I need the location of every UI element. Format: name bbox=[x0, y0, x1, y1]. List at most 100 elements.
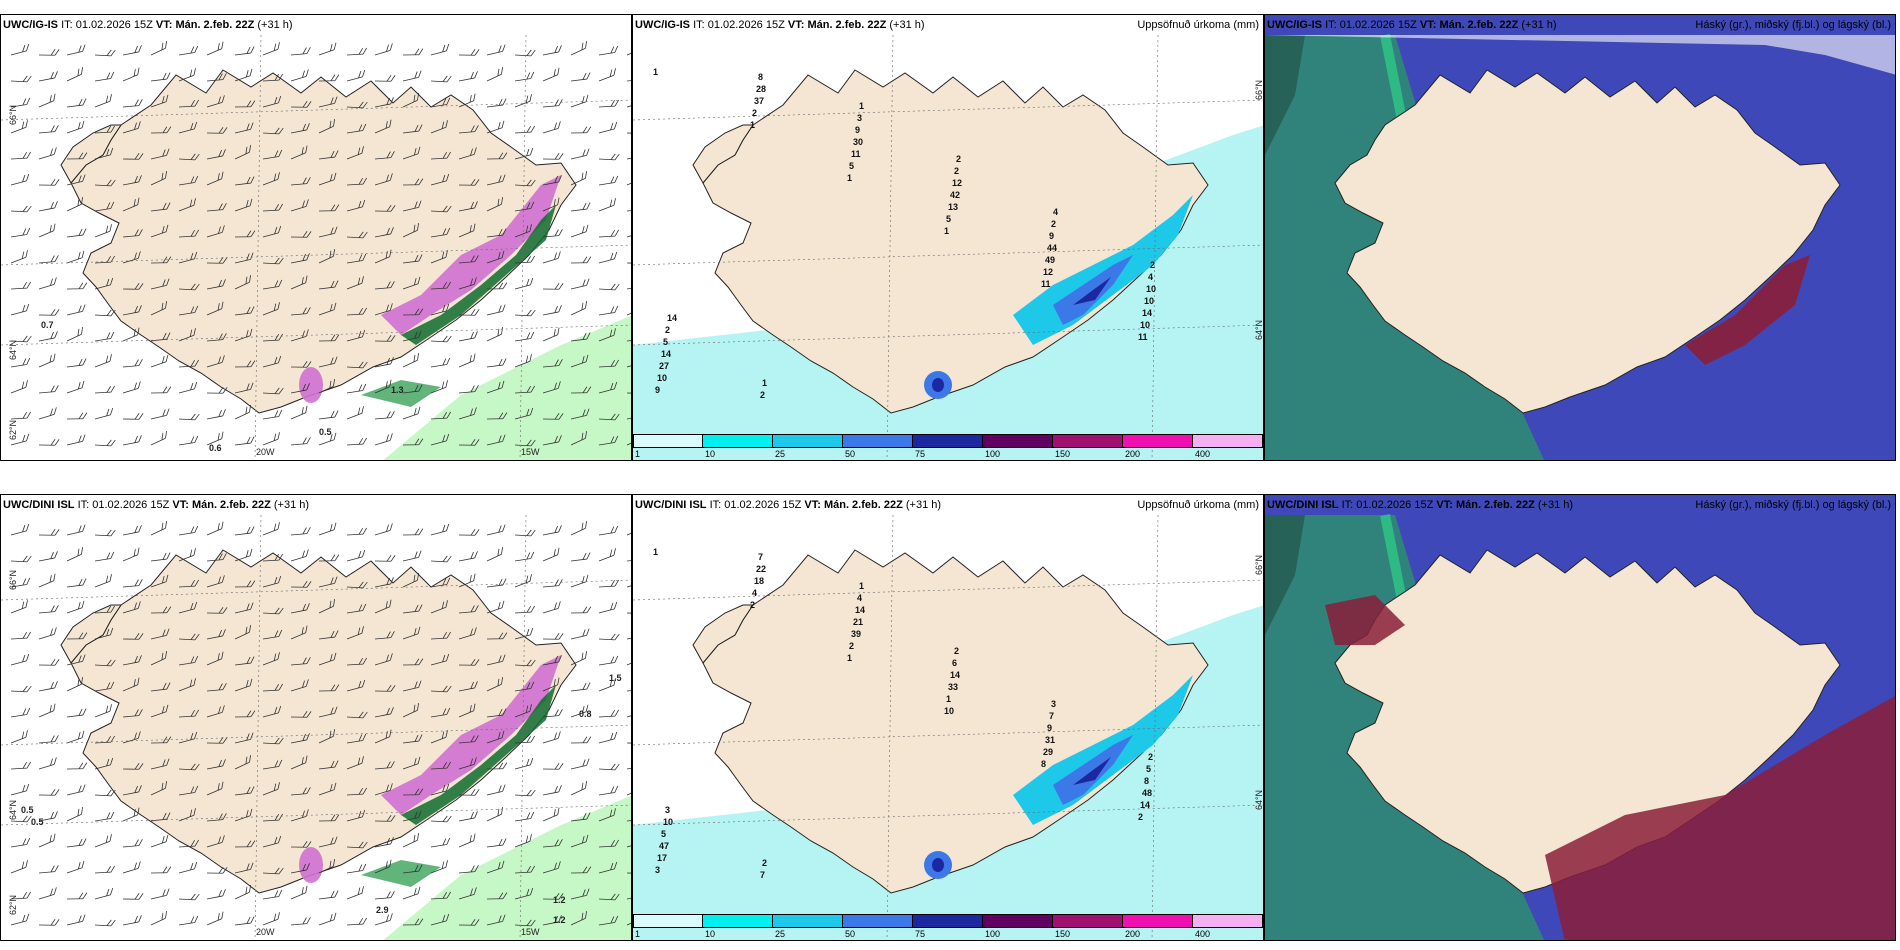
map-panel-bottom-middle: UWC/DINI ISL IT: 01.02.2026 15Z VT: Mán.… bbox=[632, 494, 1264, 941]
precip-value: 10 bbox=[1146, 284, 1156, 294]
map-panel-bottom-left: UWC/DINI ISL IT: 01.02.2026 15Z VT: Mán.… bbox=[0, 494, 632, 941]
precip-value: 11 bbox=[1041, 279, 1051, 289]
precip-value: 28 bbox=[756, 84, 766, 94]
precip-value: 8 bbox=[1041, 759, 1046, 769]
precip-value: 2 bbox=[954, 646, 959, 656]
lat-label: 66°N bbox=[1254, 554, 1264, 576]
precip-value: 1 bbox=[653, 67, 658, 77]
precip-value: 9 bbox=[1049, 231, 1054, 241]
precip-value: 14 bbox=[667, 313, 677, 323]
precip-value: 44 bbox=[1047, 243, 1057, 253]
legend-tick: 200 bbox=[1125, 449, 1141, 459]
precip-value: 1 bbox=[847, 173, 852, 183]
precip-value: 10 bbox=[944, 706, 954, 716]
lat-label: 64°N bbox=[8, 799, 19, 821]
map-panel-top-middle: UWC/IG-IS IT: 01.02.2026 15Z VT: Mán. 2.… bbox=[632, 14, 1264, 461]
legend-tick: 50 bbox=[845, 929, 856, 939]
precip-value: 9 bbox=[855, 125, 860, 135]
precip-value: 9 bbox=[655, 385, 660, 395]
precip-value: 5 bbox=[1146, 764, 1151, 774]
precip-light-area bbox=[383, 795, 631, 940]
legend-tick: 75 bbox=[915, 929, 926, 939]
precip-value: 1 bbox=[750, 120, 755, 130]
westfjords bbox=[60, 604, 122, 664]
legend-tick: 100 bbox=[985, 929, 1001, 939]
precip-value: 1 bbox=[762, 378, 767, 388]
precip-value: 2 bbox=[956, 154, 961, 164]
precip-value: 1 bbox=[944, 226, 949, 236]
legend-swatch bbox=[843, 434, 913, 448]
precip-value: 5 bbox=[946, 214, 951, 224]
lon-label: 15W bbox=[521, 927, 540, 937]
lon-label: 15W bbox=[521, 447, 540, 457]
precip-value: 2 bbox=[762, 858, 767, 868]
precip-value: 2 bbox=[1148, 752, 1153, 762]
map-panel-bottom-right: UWC/DINI ISL IT: 01.02.2026 15Z VT: Mán.… bbox=[1264, 494, 1896, 941]
precip-value: 2 bbox=[1150, 260, 1155, 270]
precip-value: 2 bbox=[1138, 812, 1143, 822]
precip-value: 27 bbox=[659, 361, 669, 371]
lat-label: 66°N bbox=[1254, 79, 1264, 101]
value-label: 2.9 bbox=[376, 905, 389, 915]
precip-value: 2 bbox=[1051, 219, 1056, 229]
precip-value: 2 bbox=[849, 641, 854, 651]
lon-label: 20W bbox=[256, 927, 275, 937]
precip-value: 10 bbox=[663, 817, 673, 827]
lat-label: 64°N bbox=[8, 339, 19, 361]
precip-value: 2 bbox=[760, 390, 765, 400]
precip-value: 17 bbox=[657, 853, 667, 863]
legend-swatch bbox=[703, 914, 773, 928]
value-label: 1.2 bbox=[553, 915, 566, 925]
legend-swatch bbox=[983, 914, 1053, 928]
legend-frame bbox=[633, 434, 1263, 448]
precip-value: 14 bbox=[1142, 308, 1152, 318]
precip-value: 4 bbox=[857, 593, 862, 603]
iceland-landmass bbox=[702, 69, 1209, 414]
precip-value: 10 bbox=[657, 373, 667, 383]
value-label: 0.5 bbox=[31, 817, 44, 827]
precip-value: 9 bbox=[1047, 723, 1052, 733]
map-canvas: 1211082342129141718393331484722211498571… bbox=[633, 514, 1263, 940]
precip-value: 4 bbox=[1053, 207, 1058, 217]
precip-value: 48 bbox=[1142, 788, 1152, 798]
panel-right-title: Háský (gr.), miðský (fj.bl.) og lágský (… bbox=[1695, 499, 1891, 511]
precip-value: 29 bbox=[1043, 747, 1053, 757]
precip-value: 5 bbox=[849, 161, 854, 171]
legend-tick: 25 bbox=[775, 449, 786, 459]
value-label: 0.7 bbox=[41, 320, 54, 330]
low-cloud-area bbox=[1685, 255, 1810, 365]
map-canvas bbox=[1, 34, 631, 460]
legend-swatch bbox=[983, 434, 1053, 448]
map-panel-top-right: UWC/IG-IS IT: 01.02.2026 15Z VT: Mán. 2.… bbox=[1264, 14, 1896, 461]
legend-tick: 150 bbox=[1055, 449, 1071, 459]
map-canvas: 1111111192551210103711134914272830424410… bbox=[633, 34, 1263, 460]
precip-value: 42 bbox=[950, 190, 960, 200]
precip-value: 18 bbox=[754, 576, 764, 586]
precip-value: 5 bbox=[663, 337, 668, 347]
panel-right-title: Uppsöfnuð úrkoma (mm) bbox=[1137, 499, 1259, 511]
precip-value: 7 bbox=[1049, 711, 1054, 721]
precip-value: 8 bbox=[758, 72, 763, 82]
map-panel-top-left: UWC/IG-IS IT: 01.02.2026 15Z VT: Mán. 2.… bbox=[0, 14, 632, 461]
snow-area bbox=[381, 175, 561, 335]
precip-value: 5 bbox=[661, 829, 666, 839]
value-label: 1.2 bbox=[553, 895, 566, 905]
precip-value: 11 bbox=[851, 149, 861, 159]
map-canvas bbox=[1265, 15, 1895, 460]
panel-header: UWC/DINI ISL IT: 01.02.2026 15Z VT: Mán.… bbox=[1265, 495, 1895, 515]
legend-swatch bbox=[633, 434, 703, 448]
legend-tick: 400 bbox=[1195, 449, 1211, 459]
map-canvas bbox=[1265, 495, 1895, 940]
precip-value: 1 bbox=[847, 653, 852, 663]
precip-value: 8 bbox=[1144, 776, 1149, 786]
precip-value: 3 bbox=[665, 805, 670, 815]
iceland-landmass bbox=[70, 549, 577, 894]
precip-heavy-area bbox=[401, 685, 556, 825]
westfjords bbox=[692, 124, 754, 184]
map-canvas bbox=[1, 514, 631, 940]
precip-value: 47 bbox=[659, 841, 669, 851]
value-label: 1.5 bbox=[609, 673, 622, 683]
precip-value: 1 bbox=[859, 101, 864, 111]
precip-legend: 1 10 25 50 75 100 150 200 400 bbox=[633, 432, 1263, 460]
lat-label: 64°N bbox=[1254, 789, 1264, 811]
